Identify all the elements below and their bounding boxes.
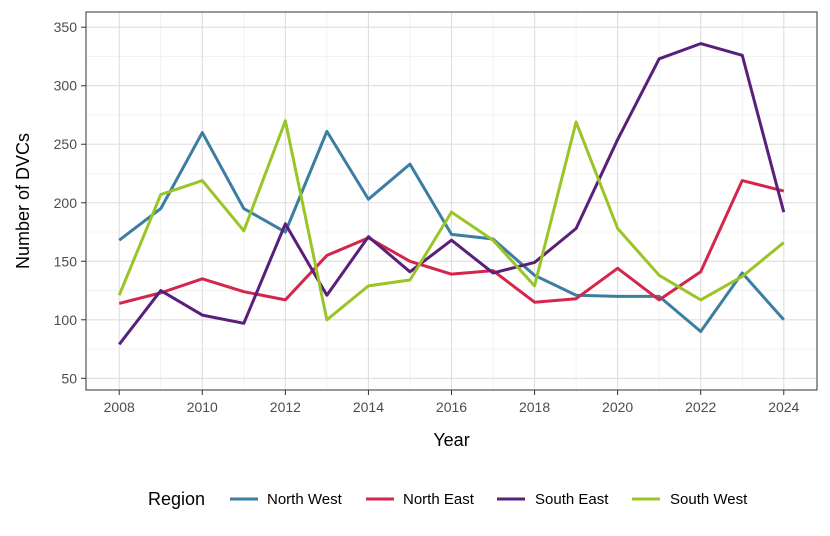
x-tick-label: 2010 (187, 399, 218, 415)
series-lines (117, 42, 786, 346)
y-tick-label: 350 (54, 19, 78, 35)
legend-label-north-west: North West (267, 491, 343, 508)
legend-label-north-east: North East (403, 491, 475, 508)
x-tick-label: 2008 (104, 399, 135, 415)
legend-label-south-east: South East (535, 491, 609, 508)
x-tick-label: 2012 (270, 399, 301, 415)
y-axis-title: Number of DVCs (13, 133, 33, 269)
x-tick-label: 2014 (353, 399, 384, 415)
legend-label-south-west: South West (670, 491, 748, 508)
x-tick-label: 2020 (602, 399, 633, 415)
axes: 2008 2010 2012 2014 2016 2018 2020 2022 2024 50 10… (54, 19, 800, 415)
x-axis-title: Year (433, 430, 469, 450)
y-tick-label: 150 (54, 253, 78, 269)
legend-title: Region (148, 489, 205, 509)
series-line-north-west (118, 129, 785, 333)
y-tick-label: 50 (61, 370, 77, 386)
series-line-north-east (118, 179, 785, 305)
legend: Region North West North East South East Sou… (148, 489, 748, 509)
series-line-south-east (118, 42, 786, 346)
y-tick-label: 200 (54, 195, 78, 211)
x-tick-label: 2018 (519, 399, 550, 415)
y-tick-label: 250 (54, 136, 78, 152)
x-tick-label: 2022 (685, 399, 716, 415)
y-tick-label: 100 (54, 312, 78, 328)
series-line-south-west (117, 119, 785, 322)
x-tick-label: 2016 (436, 399, 467, 415)
y-tick-label: 300 (54, 78, 78, 94)
x-tick-label: 2024 (768, 399, 799, 415)
